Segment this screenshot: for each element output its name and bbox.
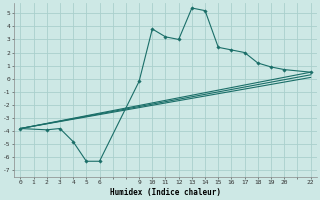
X-axis label: Humidex (Indice chaleur): Humidex (Indice chaleur) <box>110 188 221 197</box>
